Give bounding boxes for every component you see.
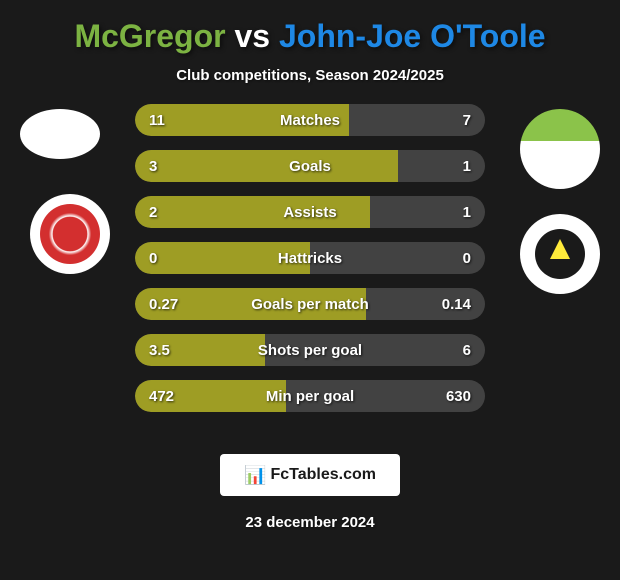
stat-value-left: 2 [149,204,157,221]
stat-row: 11 7 Matches [135,104,485,136]
stat-row: 2 1 Assists [135,196,485,228]
stat-value-right: 6 [463,342,471,359]
stat-row: 3.5 6 Shots per goal [135,334,485,366]
stat-value-left: 0.27 [149,296,178,313]
content: 11 7 Matches 3 1 Goals 2 1 Assists 0 0 Hattricks 0.2… [0,104,620,434]
stat-label: Min per goal [266,388,354,405]
title: McGregor vs John-Joe O'Toole [0,18,620,55]
stat-label: Matches [280,112,340,129]
club2-badge-icon [535,229,585,279]
stat-value-right: 1 [463,204,471,221]
stat-label: Goals [289,158,331,175]
comparison-card: McGregor vs John-Joe O'Toole Club compet… [0,0,620,580]
stat-value-right: 0 [463,250,471,267]
stat-label: Shots per goal [258,342,362,359]
stat-value-left: 3 [149,158,157,175]
stat-row: 0 0 Hattricks [135,242,485,274]
stat-value-right: 630 [446,388,471,405]
player2-avatar [520,109,600,189]
stat-value-right: 7 [463,112,471,129]
stat-row: 3 1 Goals [135,150,485,182]
stat-value-left: 0 [149,250,157,267]
stat-value-left: 3.5 [149,342,170,359]
stat-value-left: 472 [149,388,174,405]
club1-badge-icon [40,204,100,264]
site-name: FcTables.com [270,466,376,484]
stat-row: 472 630 Min per goal [135,380,485,412]
club1-badge [30,194,110,274]
vs-text: vs [234,18,270,54]
player1-name: McGregor [74,18,225,54]
stat-value-right: 0.14 [442,296,471,313]
stat-value-right: 1 [463,158,471,175]
stat-value-left: 11 [149,112,165,129]
player1-avatar [20,109,100,159]
stat-row: 0.27 0.14 Goals per match [135,288,485,320]
stats-list: 11 7 Matches 3 1 Goals 2 1 Assists 0 0 Hattricks 0.2… [135,104,485,412]
stat-label: Hattricks [278,250,342,267]
club2-badge [520,214,600,294]
stat-bar-left [135,150,398,182]
chart-icon: 📊 [244,465,266,486]
date: 23 december 2024 [0,514,620,531]
stat-label: Assists [283,204,336,221]
player2-name: John-Joe O'Toole [279,18,546,54]
site-logo: 📊 FcTables.com [220,454,400,496]
stat-label: Goals per match [251,296,369,313]
subtitle: Club competitions, Season 2024/2025 [0,67,620,84]
